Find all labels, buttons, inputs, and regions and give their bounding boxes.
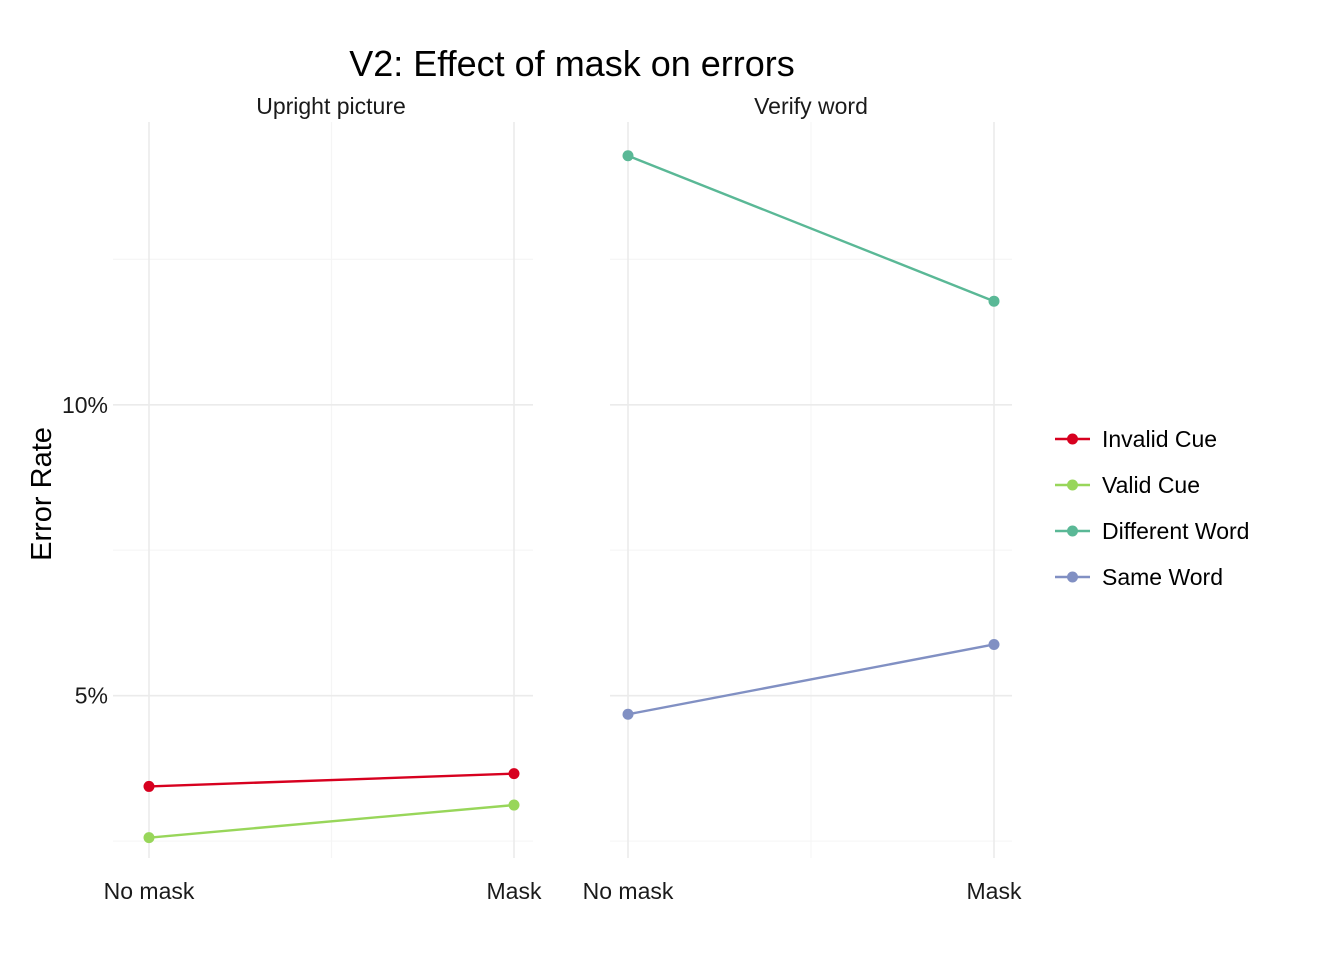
legend: Invalid Cue Valid Cue Different Word Same W…	[1055, 426, 1249, 590]
legend-item: Valid Cue	[1055, 472, 1200, 498]
chart-panels: Upright picture No mask Mask Verify word No …	[62, 93, 1022, 904]
legend-key-point	[1067, 433, 1078, 445]
legend-label: Valid Cue	[1102, 472, 1200, 498]
x-tick-label: No mask	[583, 878, 674, 904]
y-tick-label: 5%	[75, 683, 108, 709]
data-point	[143, 832, 155, 844]
panel-strip-label: Upright picture	[256, 93, 406, 119]
series-line	[148, 772, 515, 788]
y-axis-label: Error Rate	[26, 427, 58, 561]
x-tick-label: Mask	[487, 878, 542, 904]
series-line	[627, 643, 995, 716]
legend-item: Different Word	[1055, 518, 1249, 544]
data-point	[143, 780, 155, 792]
y-tick-label: 10%	[62, 392, 108, 418]
legend-label: Same Word	[1102, 564, 1223, 590]
series-line	[148, 803, 515, 839]
data-point	[508, 768, 520, 780]
legend-key-point	[1067, 479, 1078, 491]
data-point	[622, 150, 634, 162]
panel-1: Upright picture No mask Mask	[104, 93, 542, 904]
legend-key-point	[1067, 571, 1078, 583]
data-point	[508, 799, 520, 811]
legend-key-point	[1067, 525, 1078, 537]
data-point	[622, 708, 634, 720]
legend-label: Invalid Cue	[1102, 426, 1217, 452]
legend-item: Invalid Cue	[1055, 426, 1217, 452]
legend-label: Different Word	[1102, 518, 1249, 544]
x-tick-label: Mask	[967, 878, 1022, 904]
panel-strip-label: Verify word	[754, 93, 868, 119]
data-point	[988, 638, 1000, 650]
data-point	[988, 295, 1000, 307]
series-line	[627, 154, 995, 303]
x-tick-label: No mask	[104, 878, 195, 904]
panel-2: Verify word No mask Mask	[583, 93, 1022, 904]
legend-item: Same Word	[1055, 564, 1223, 590]
chart-title: V2: Effect of mask on errors	[349, 43, 795, 84]
